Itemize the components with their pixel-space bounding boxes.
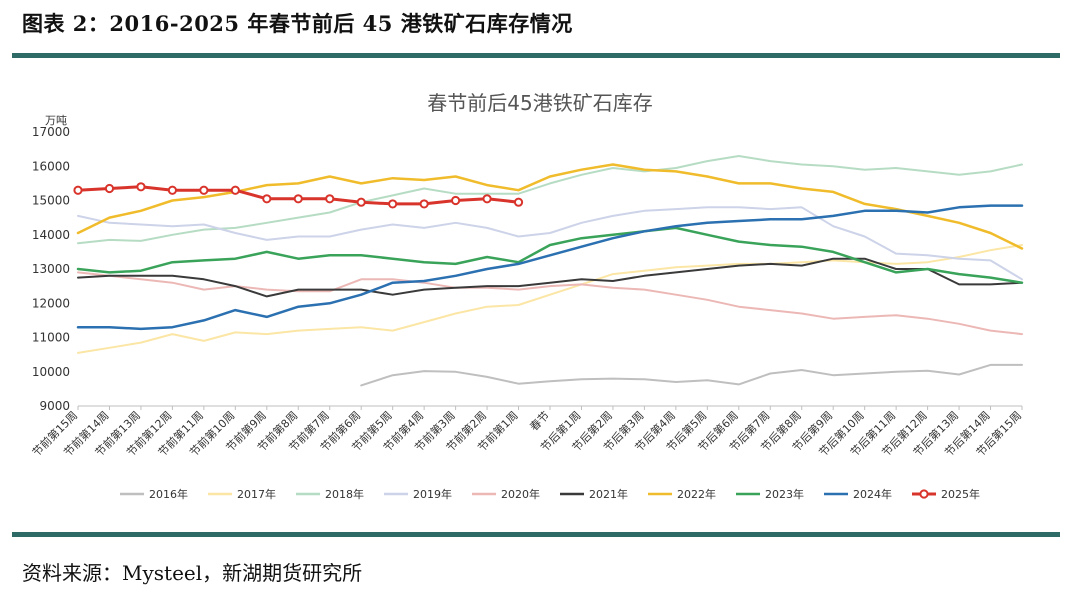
legend-label: 2021年 xyxy=(589,487,628,501)
data-point xyxy=(388,199,398,209)
series-2023年 xyxy=(76,226,1024,284)
series-2016年 xyxy=(360,363,1023,387)
series-2022年 xyxy=(76,163,1024,250)
legend-item: 2022年 xyxy=(648,487,716,501)
legend-label: 2016年 xyxy=(149,487,188,501)
page-title: 图表 2：2016-2025 年春节前后 45 港铁矿石库存情况 xyxy=(22,11,573,36)
data-point xyxy=(356,197,366,207)
y-tick-label: 14000 xyxy=(32,228,70,242)
series-2024年 xyxy=(76,204,1024,331)
series-2018年 xyxy=(77,155,1023,245)
series-layer xyxy=(73,155,1024,387)
y-axis-unit-label: 万吨 xyxy=(45,114,67,127)
series-2017年 xyxy=(77,244,1023,354)
x-axis: 节前第15周节前第14周节前第13周节前第12周节前第11周节前第10周节前第9… xyxy=(29,406,1024,459)
legend-item: 2024年 xyxy=(824,487,892,501)
data-point xyxy=(136,182,146,192)
data-point xyxy=(73,185,83,195)
legend-item: 2017年 xyxy=(208,487,276,501)
y-tick-label: 13000 xyxy=(32,262,70,276)
y-axis: 9000 10000 11000 12000 13000 14000 15000 16000 1… xyxy=(32,125,1022,413)
inventory-line-chart: 春节前后45港铁矿石库存 万吨 9000 10000 11000 12000 13000… xyxy=(29,91,1024,501)
legend-label: 2019年 xyxy=(413,487,452,501)
data-point xyxy=(104,183,115,194)
legend-item: 2025年 xyxy=(912,487,980,501)
data-point xyxy=(262,194,272,204)
series-line xyxy=(76,204,1024,331)
data-point xyxy=(482,194,492,204)
y-tick-label: 12000 xyxy=(32,296,70,310)
data-point xyxy=(325,194,335,204)
y-tick-label: 11000 xyxy=(32,331,70,345)
series-line xyxy=(77,257,1023,298)
y-tick-label: 15000 xyxy=(32,194,70,208)
legend-label: 2025年 xyxy=(941,487,980,501)
series-line xyxy=(77,271,1023,336)
legend-label: 2023年 xyxy=(765,487,804,501)
series-line xyxy=(77,155,1023,245)
data-point xyxy=(293,194,303,204)
y-tick-label: 10000 xyxy=(32,365,70,379)
data-point xyxy=(167,185,177,195)
data-point xyxy=(199,185,209,195)
series-line xyxy=(76,163,1024,250)
legend: 2016年 2017年 2018年 2019年 2020年 2021年 2022年 2023年… xyxy=(120,487,980,501)
legend-item: 2021年 xyxy=(560,487,628,501)
legend-item: 2018年 xyxy=(296,487,364,501)
series-line xyxy=(77,206,1023,281)
y-tick-label: 17000 xyxy=(32,125,70,139)
series-line xyxy=(360,363,1023,387)
y-tick-label: 9000 xyxy=(39,399,70,413)
x-tick-label: 春节 xyxy=(527,409,552,434)
legend-label: 2017年 xyxy=(237,487,276,501)
legend-label: 2020年 xyxy=(501,487,540,501)
data-point xyxy=(230,185,240,195)
legend-item: 2016年 xyxy=(120,487,188,501)
legend-label: 2022年 xyxy=(677,487,716,501)
legend-item: 2019年 xyxy=(384,487,452,501)
legend-item: 2023年 xyxy=(736,487,804,501)
source-note: 资料来源：Mysteel，新湖期货研究所 xyxy=(22,561,363,585)
header-divider xyxy=(12,53,1060,58)
data-point xyxy=(419,199,429,209)
series-2021年 xyxy=(77,257,1023,298)
series-line xyxy=(76,226,1024,284)
y-tick-label: 16000 xyxy=(32,159,70,173)
footer-divider xyxy=(12,532,1060,537)
legend-label: 2018年 xyxy=(325,487,364,501)
series-2025年 xyxy=(73,182,524,209)
chart-panel: 春节前后45港铁矿石库存 万吨 9000 10000 11000 12000 13000… xyxy=(12,62,1060,526)
legend-label: 2024年 xyxy=(853,487,892,501)
legend-marker xyxy=(919,489,929,499)
data-point xyxy=(451,195,461,206)
series-2019年 xyxy=(77,206,1023,281)
series-line xyxy=(77,244,1023,354)
series-2020年 xyxy=(77,271,1023,336)
chart-title: 春节前后45港铁矿石库存 xyxy=(427,91,652,115)
data-point xyxy=(513,197,524,207)
legend-item: 2020年 xyxy=(472,487,540,501)
